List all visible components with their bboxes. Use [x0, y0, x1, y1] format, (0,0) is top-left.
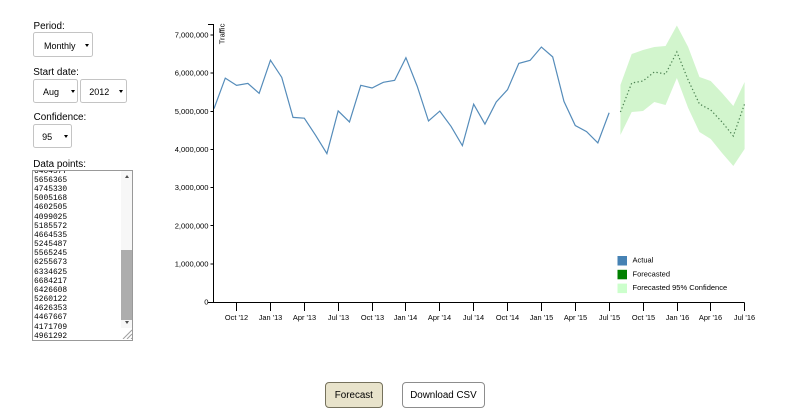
svg-text:Jul '16: Jul '16	[734, 313, 755, 322]
svg-text:0: 0	[204, 298, 208, 307]
svg-text:Jan '14: Jan '14	[394, 313, 418, 322]
svg-text:2,000,000: 2,000,000	[175, 221, 209, 230]
svg-text:Oct '12: Oct '12	[225, 313, 248, 322]
svg-text:Apr '13: Apr '13	[293, 313, 316, 322]
svg-text:Jan '16: Jan '16	[666, 313, 690, 322]
svg-text:4,000,000: 4,000,000	[175, 145, 209, 154]
svg-text:Jul '14: Jul '14	[463, 313, 484, 322]
svg-text:Traffic: Traffic	[218, 23, 227, 44]
svg-text:Jul '15: Jul '15	[599, 313, 620, 322]
svg-text:Jul '13: Jul '13	[328, 313, 349, 322]
svg-text:Jan '13: Jan '13	[259, 313, 283, 322]
svg-text:Oct '15: Oct '15	[632, 313, 655, 322]
svg-text:Jan '15: Jan '15	[530, 313, 554, 322]
svg-text:7,000,000: 7,000,000	[175, 31, 209, 40]
svg-text:1,000,000: 1,000,000	[175, 260, 209, 269]
svg-text:Oct '13: Oct '13	[361, 313, 384, 322]
svg-text:Forecasted: Forecasted	[633, 269, 671, 278]
svg-text:5,000,000: 5,000,000	[175, 107, 209, 116]
svg-text:Forecasted 95% Confidence: Forecasted 95% Confidence	[633, 283, 728, 292]
svg-text:Apr '16: Apr '16	[699, 313, 722, 322]
svg-text:Oct '14: Oct '14	[496, 313, 519, 322]
svg-text:Apr '15: Apr '15	[564, 313, 587, 322]
svg-text:Apr '14: Apr '14	[428, 313, 451, 322]
svg-text:Actual: Actual	[633, 256, 654, 265]
svg-text:3,000,000: 3,000,000	[175, 183, 209, 192]
svg-text:6,000,000: 6,000,000	[175, 69, 209, 78]
